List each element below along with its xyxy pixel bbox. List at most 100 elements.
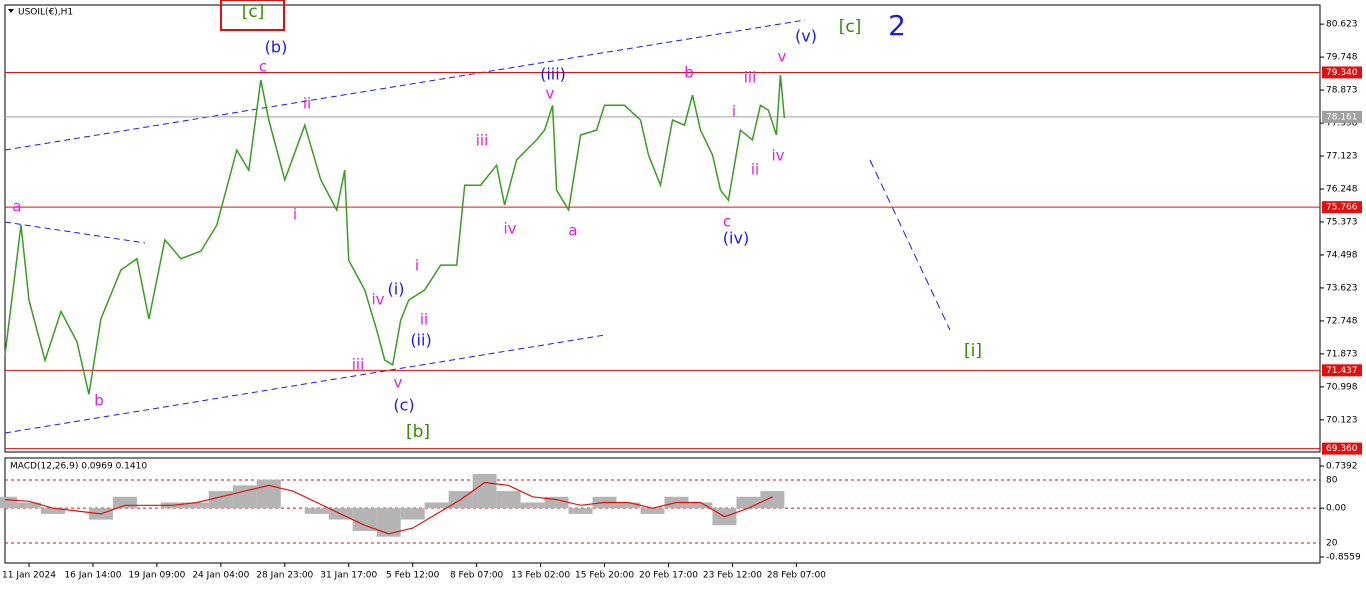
x-tick-label: 20 Feb 17:00 bbox=[639, 571, 698, 581]
macd-bar bbox=[304, 508, 329, 514]
highlight-box bbox=[220, 0, 285, 31]
price-level-label: 78.161 bbox=[1326, 112, 1358, 122]
macd-title: MACD(12,26,9) 0.0969 0.1410 bbox=[10, 462, 147, 472]
wave-label: [i] bbox=[964, 341, 982, 361]
x-tick-label: 16 Jan 14:00 bbox=[64, 571, 121, 581]
wave-label: 2 bbox=[888, 9, 906, 42]
macd-bar bbox=[616, 502, 641, 509]
wave-label: (iv) bbox=[723, 229, 749, 248]
y-tick-label: 77.998 bbox=[1326, 119, 1358, 129]
wave-label: (c) bbox=[393, 396, 414, 415]
macd-bar bbox=[760, 491, 785, 509]
wave-label: (v) bbox=[795, 27, 817, 46]
macd-bar bbox=[112, 496, 137, 509]
x-tick-label: 24 Jan 04:00 bbox=[192, 571, 249, 581]
wave-label: a bbox=[568, 222, 577, 240]
signal-line bbox=[4, 481, 773, 535]
y2-tick-label: 20 bbox=[1326, 539, 1338, 549]
x-tick-label: 23 Feb 12:00 bbox=[703, 571, 762, 581]
price-level-box bbox=[1322, 442, 1362, 455]
y-tick-label: 70.123 bbox=[1326, 415, 1358, 425]
wave-label: ii bbox=[420, 311, 428, 329]
wave-label: iv bbox=[503, 220, 516, 238]
y-tick-label: 0.7392 bbox=[1326, 462, 1358, 472]
wave-label: iv bbox=[371, 291, 384, 309]
macd-bar bbox=[424, 502, 449, 509]
wave-label: v bbox=[394, 374, 403, 392]
macd-bar bbox=[640, 508, 665, 514]
trend-line bbox=[4, 19, 806, 151]
macd-bar bbox=[0, 496, 17, 509]
price-frame bbox=[4, 4, 1321, 453]
wave-label: b bbox=[94, 392, 104, 410]
price-level-label: 75.766 bbox=[1326, 203, 1358, 213]
wave-label: c bbox=[723, 213, 731, 231]
macd-bar bbox=[400, 508, 425, 520]
wave-label: a bbox=[12, 198, 21, 216]
price-level-box bbox=[1322, 110, 1362, 123]
y-tick-label: 72.748 bbox=[1326, 316, 1358, 326]
x-tick-label: 28 Jan 23:00 bbox=[256, 571, 313, 581]
y-tick-label: 75.373 bbox=[1326, 217, 1358, 227]
wave-label: iii bbox=[476, 132, 489, 150]
menu-arrow bbox=[8, 9, 14, 13]
wave-label: c bbox=[259, 58, 267, 76]
y-tick-label: 76.248 bbox=[1326, 185, 1358, 195]
x-tick-label: 28 Feb 07:00 bbox=[767, 571, 826, 581]
price-level-box bbox=[1322, 66, 1362, 79]
wave-label: ii bbox=[751, 161, 759, 179]
wave-label: [c] bbox=[242, 2, 265, 22]
chart-title: USOIL(€),H1 bbox=[18, 8, 73, 18]
wave-label: v bbox=[778, 48, 787, 66]
wave-label: (iii) bbox=[540, 65, 566, 84]
y-tick-label: 78.873 bbox=[1326, 86, 1358, 96]
y-tick-label: 79.748 bbox=[1326, 53, 1358, 63]
wave-label: iii bbox=[352, 356, 365, 374]
wave-label: iii bbox=[744, 69, 757, 87]
macd-bar bbox=[496, 491, 521, 509]
macd-bar bbox=[40, 508, 65, 514]
y-tick-label: -0.8559 bbox=[1326, 553, 1361, 563]
price-level-box bbox=[1322, 364, 1362, 377]
x-tick-label: 13 Feb 02:00 bbox=[511, 571, 570, 581]
price-level-label: 69.360 bbox=[1326, 444, 1358, 454]
x-tick-label: 11 Jan 2024 bbox=[2, 571, 56, 581]
x-tick-label: 31 Jan 17:00 bbox=[320, 571, 377, 581]
wave-label: ii bbox=[303, 95, 311, 113]
price-level-box bbox=[1322, 201, 1362, 214]
macd-bar bbox=[184, 502, 209, 509]
wave-label: i bbox=[732, 103, 736, 121]
wave-label: (i) bbox=[388, 280, 405, 299]
macd-bar bbox=[256, 479, 281, 509]
y-tick-label: 73.623 bbox=[1326, 283, 1358, 293]
y-tick-label: 74.498 bbox=[1326, 250, 1358, 260]
price-line bbox=[4, 75, 786, 395]
price-level-label: 71.437 bbox=[1326, 366, 1358, 376]
price-level-label: 79.340 bbox=[1326, 68, 1358, 78]
wave-label: iv bbox=[771, 147, 784, 165]
macd-bar bbox=[16, 502, 41, 509]
wave-label: [c] bbox=[839, 17, 862, 37]
wave-label: [b] bbox=[406, 422, 430, 442]
wave-label: (ii) bbox=[410, 331, 431, 350]
wave-label: i bbox=[415, 257, 419, 275]
macd-bar bbox=[232, 485, 257, 509]
y2-tick-label: 80 bbox=[1326, 476, 1338, 486]
x-tick-label: 19 Jan 09:00 bbox=[128, 571, 185, 581]
macd-bar bbox=[472, 473, 497, 509]
macd-frame bbox=[4, 457, 1321, 564]
y-tick-label: 0.00 bbox=[1326, 504, 1346, 514]
macd-bar bbox=[568, 508, 593, 514]
projection-line bbox=[869, 159, 951, 331]
macd-bar bbox=[208, 491, 233, 509]
y-tick-label: 80.623 bbox=[1326, 20, 1358, 30]
y-tick-label: 71.873 bbox=[1326, 349, 1358, 359]
wave-label: b bbox=[684, 64, 694, 82]
wave-label: (b) bbox=[265, 38, 288, 57]
macd-bar bbox=[736, 496, 761, 509]
y-tick-label: 70.998 bbox=[1326, 382, 1358, 392]
macd-bar bbox=[352, 508, 377, 531]
y-tick-label: 77.123 bbox=[1326, 152, 1358, 162]
trend-line bbox=[4, 221, 146, 244]
